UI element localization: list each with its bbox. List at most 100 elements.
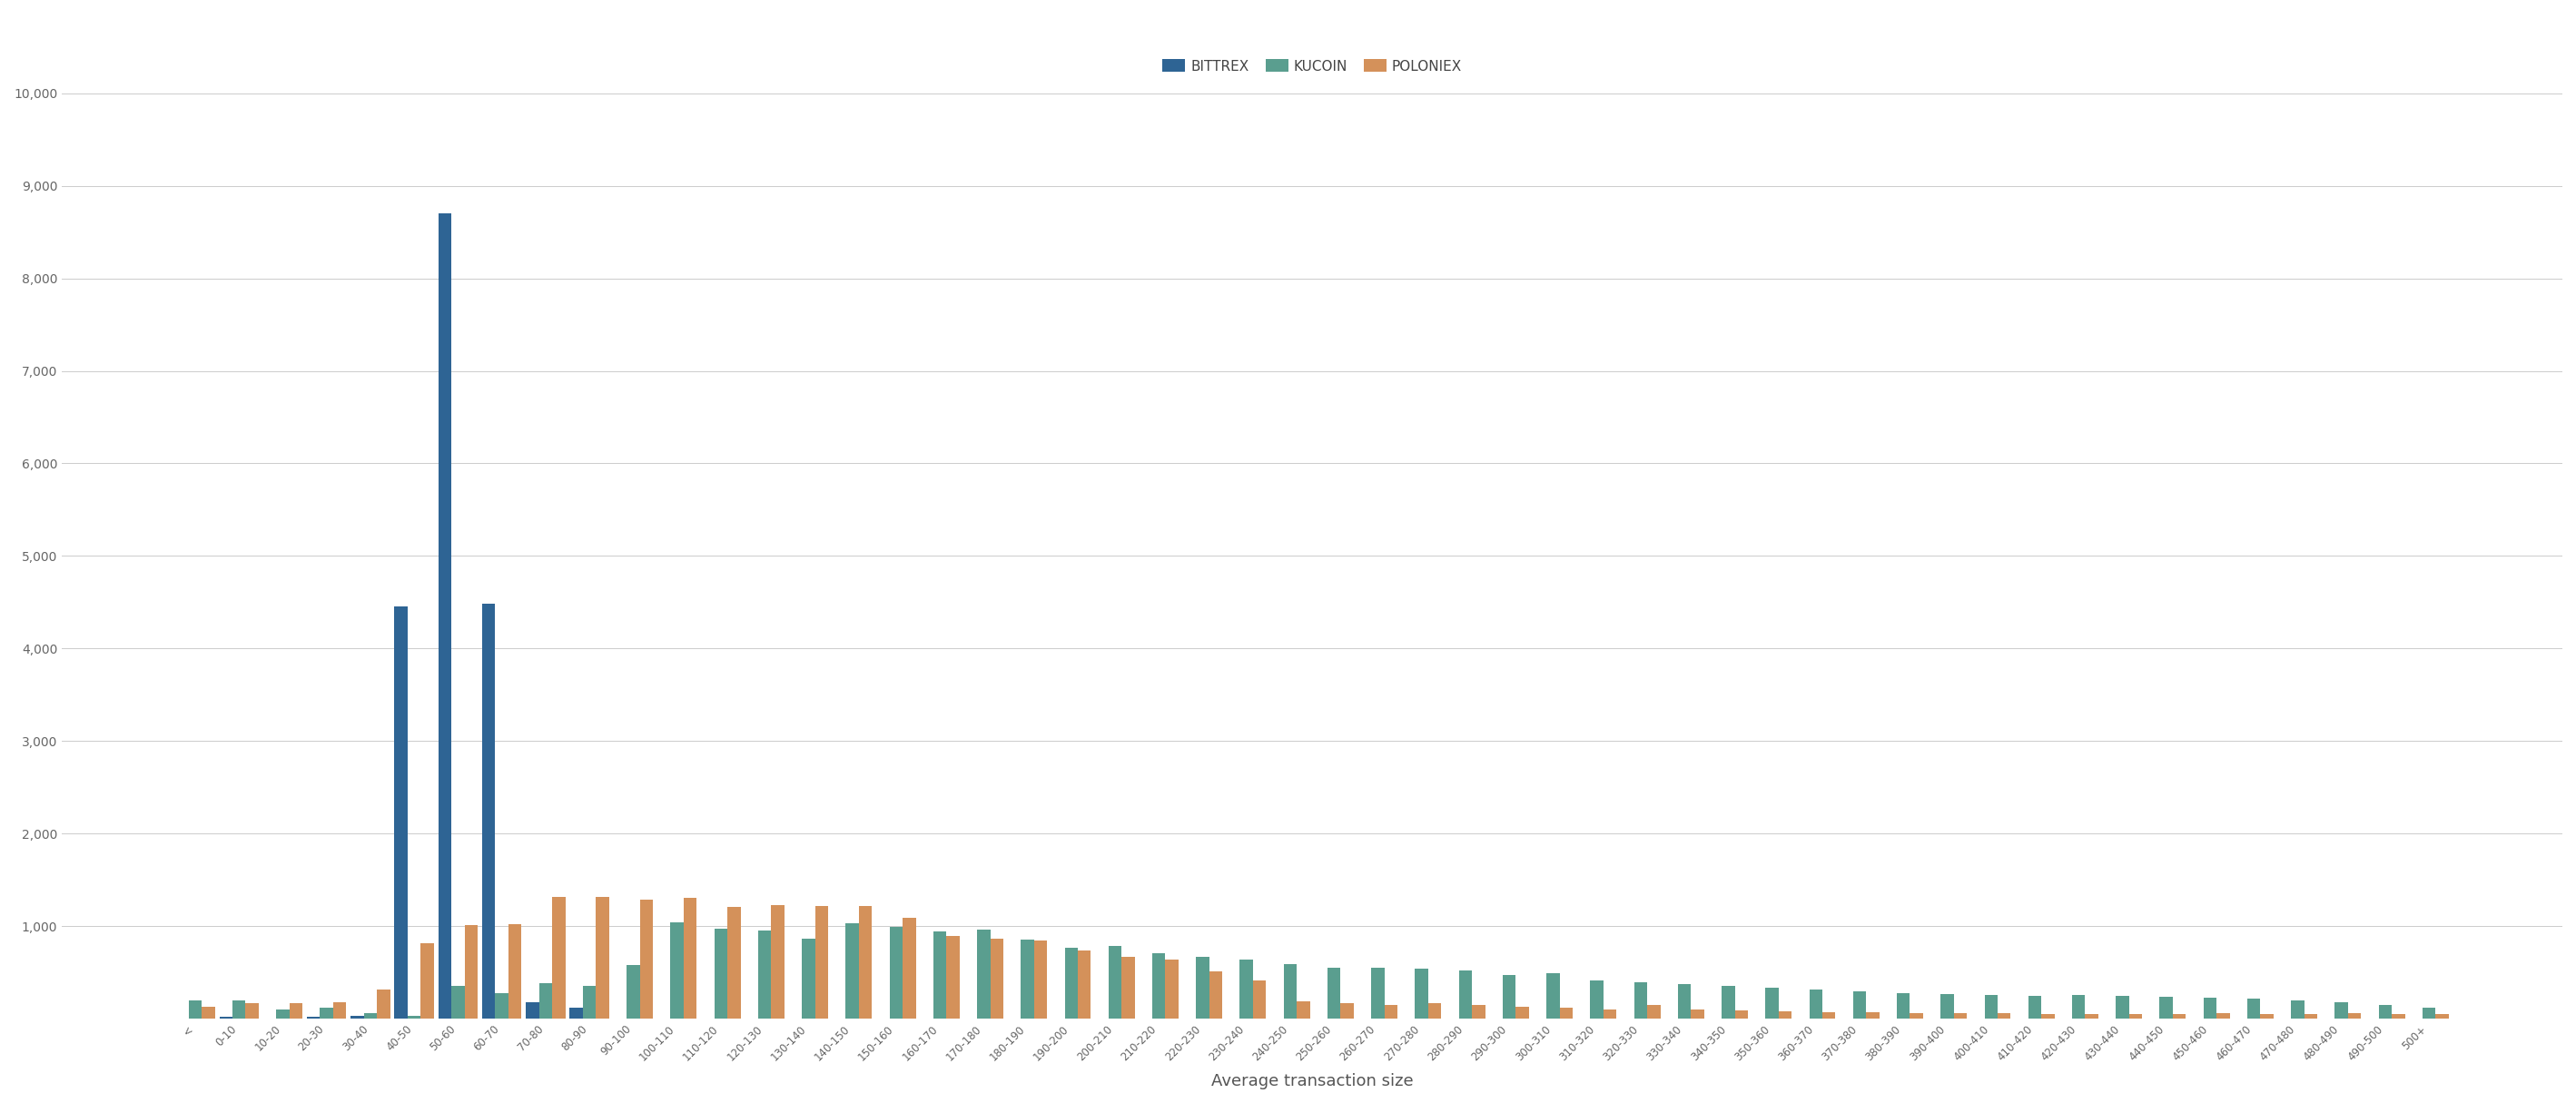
- Bar: [495, 993, 507, 1019]
- Bar: [1502, 975, 1515, 1019]
- X-axis label: Average transaction size: Average transaction size: [1211, 1073, 1414, 1090]
- Bar: [1064, 947, 1077, 1019]
- Bar: [1721, 986, 1734, 1019]
- Bar: [626, 965, 639, 1019]
- Bar: [1370, 967, 1383, 1019]
- Bar: [845, 923, 858, 1019]
- Bar: [1195, 956, 1208, 1019]
- Bar: [538, 984, 551, 1019]
- Bar: [188, 1000, 201, 1019]
- Bar: [1821, 1013, 1837, 1019]
- Bar: [1208, 972, 1224, 1019]
- Bar: [1558, 1008, 1574, 1019]
- Bar: [1515, 1007, 1530, 1019]
- Bar: [1020, 940, 1033, 1019]
- Bar: [219, 1017, 232, 1019]
- Bar: [2303, 1015, 2318, 1019]
- Bar: [1108, 945, 1121, 1019]
- Bar: [2378, 1005, 2391, 1019]
- Bar: [1940, 994, 1953, 1019]
- Bar: [770, 904, 783, 1019]
- Bar: [232, 1000, 245, 1019]
- Bar: [582, 986, 595, 1019]
- Bar: [801, 939, 814, 1019]
- Bar: [1252, 981, 1267, 1019]
- Bar: [989, 939, 1002, 1019]
- Bar: [902, 918, 914, 1019]
- Bar: [858, 906, 871, 1019]
- Bar: [1734, 1010, 1749, 1019]
- Bar: [276, 1009, 289, 1019]
- Bar: [2347, 1014, 2362, 1019]
- Bar: [407, 1016, 420, 1019]
- Bar: [1896, 993, 1909, 1019]
- Bar: [1164, 960, 1180, 1019]
- Bar: [2290, 1000, 2303, 1019]
- Bar: [2246, 999, 2259, 1019]
- Legend: BITTREX, KUCOIN, POLONIEX: BITTREX, KUCOIN, POLONIEX: [1157, 54, 1468, 78]
- Bar: [976, 930, 989, 1019]
- Bar: [1808, 990, 1821, 1019]
- Bar: [420, 943, 433, 1019]
- Bar: [1602, 1010, 1618, 1019]
- Bar: [757, 931, 770, 1019]
- Bar: [2115, 996, 2128, 1019]
- Bar: [1383, 1005, 1399, 1019]
- Bar: [1852, 990, 1865, 1019]
- Bar: [1996, 1014, 2012, 1019]
- Bar: [1765, 988, 1777, 1019]
- Bar: [2434, 1015, 2450, 1019]
- Bar: [1427, 1004, 1443, 1019]
- Bar: [376, 990, 389, 1019]
- Bar: [1414, 968, 1427, 1019]
- Bar: [289, 1003, 301, 1019]
- Bar: [394, 607, 407, 1019]
- Bar: [551, 897, 564, 1019]
- Bar: [1546, 973, 1558, 1019]
- Bar: [1283, 964, 1296, 1019]
- Bar: [1777, 1011, 1793, 1019]
- Bar: [438, 214, 451, 1019]
- Bar: [1909, 1014, 1924, 1019]
- Bar: [2084, 1015, 2099, 1019]
- Bar: [319, 1007, 332, 1019]
- Bar: [2027, 996, 2040, 1019]
- Bar: [1033, 941, 1046, 1019]
- Bar: [1296, 1002, 1311, 1019]
- Bar: [332, 1003, 345, 1019]
- Bar: [245, 1003, 258, 1019]
- Bar: [1327, 967, 1340, 1019]
- Bar: [482, 604, 495, 1019]
- Bar: [683, 898, 696, 1019]
- Bar: [526, 1002, 538, 1019]
- Bar: [639, 899, 652, 1019]
- Bar: [1471, 1005, 1486, 1019]
- Bar: [1077, 950, 1090, 1019]
- Bar: [1589, 981, 1602, 1019]
- Bar: [1121, 956, 1133, 1019]
- Bar: [1690, 1010, 1705, 1019]
- Bar: [2391, 1014, 2406, 1019]
- Bar: [2259, 1015, 2275, 1019]
- Bar: [201, 1007, 214, 1019]
- Bar: [2334, 1003, 2347, 1019]
- Bar: [2172, 1015, 2187, 1019]
- Bar: [1646, 1005, 1662, 1019]
- Bar: [1340, 1004, 1355, 1019]
- Bar: [1239, 960, 1252, 1019]
- Bar: [2040, 1014, 2056, 1019]
- Bar: [2421, 1008, 2434, 1019]
- Bar: [889, 927, 902, 1019]
- Bar: [1865, 1013, 1880, 1019]
- Bar: [1151, 953, 1164, 1019]
- Bar: [350, 1016, 363, 1019]
- Bar: [945, 936, 958, 1019]
- Bar: [726, 907, 739, 1019]
- Bar: [2071, 995, 2084, 1019]
- Bar: [670, 922, 683, 1019]
- Bar: [2215, 1014, 2231, 1019]
- Bar: [1633, 983, 1646, 1019]
- Bar: [1458, 971, 1471, 1019]
- Bar: [569, 1007, 582, 1019]
- Bar: [507, 924, 520, 1019]
